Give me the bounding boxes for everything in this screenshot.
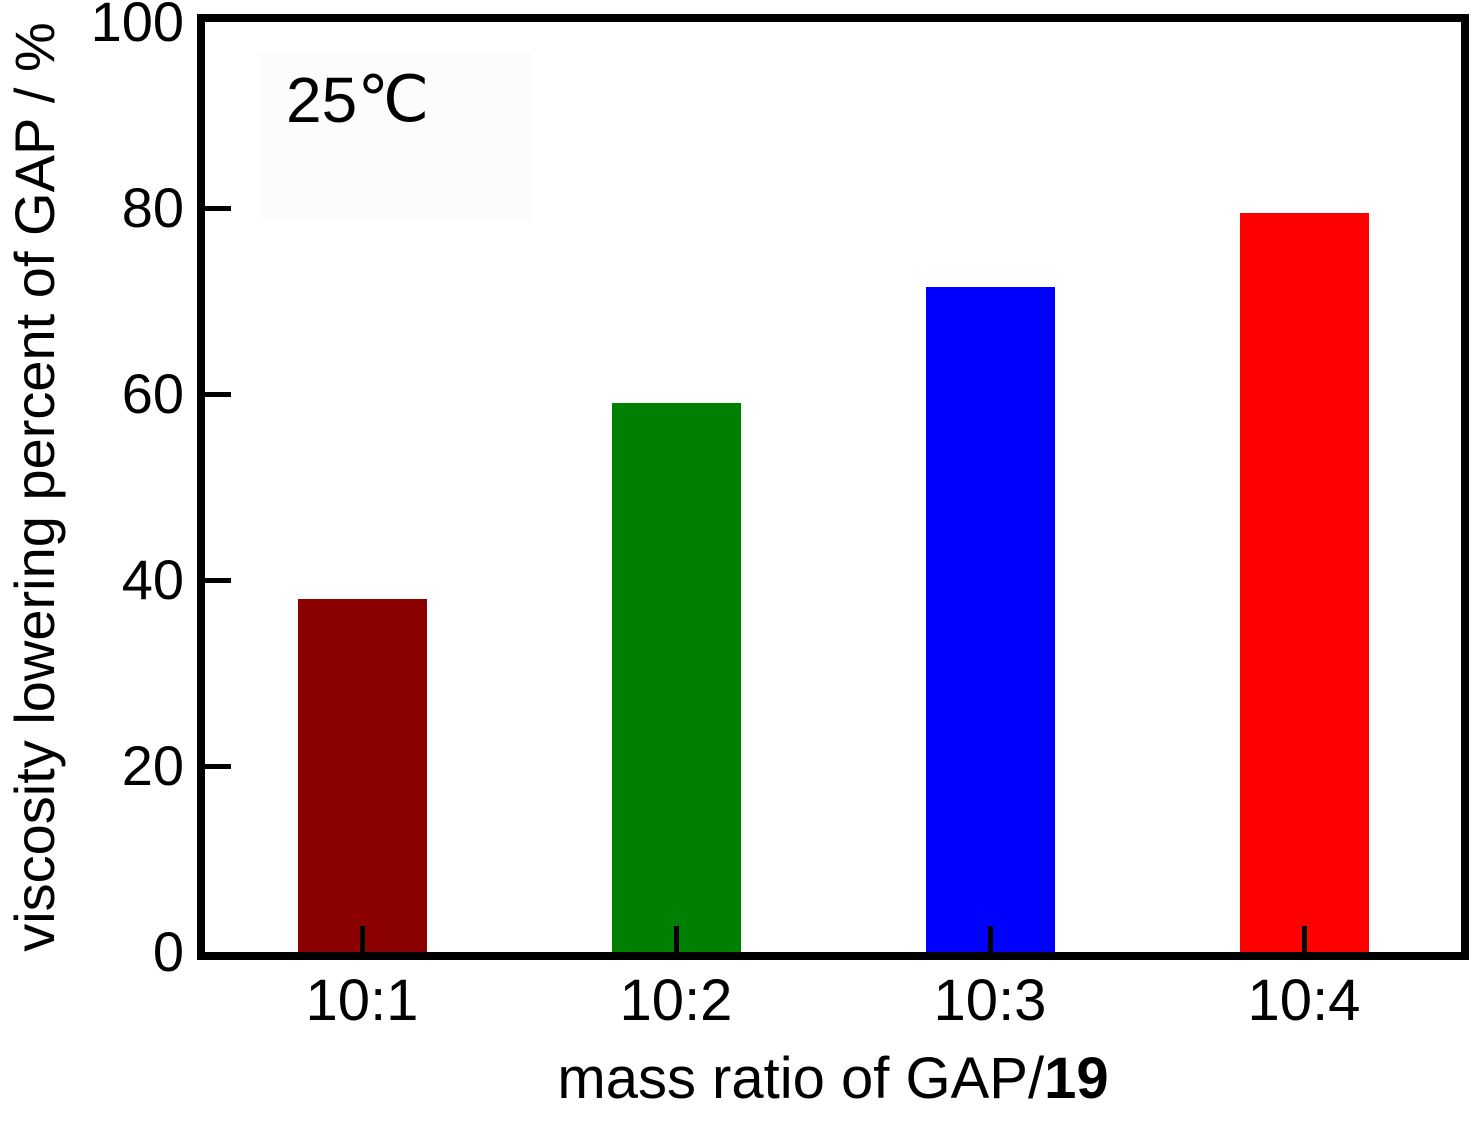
y-tick-60 bbox=[205, 391, 231, 397]
y-tick-label-20: 20 bbox=[121, 734, 184, 797]
y-tick-label-60: 60 bbox=[121, 362, 184, 425]
x-tick-10-3 bbox=[987, 926, 993, 952]
y-tick-80 bbox=[205, 205, 231, 211]
x-tick-10-2 bbox=[673, 926, 679, 952]
y-tick-label-40: 40 bbox=[121, 548, 184, 611]
bar-10-2 bbox=[611, 403, 741, 952]
plot-area: 25 ℃ bbox=[197, 14, 1469, 960]
bar-10-4 bbox=[1239, 212, 1369, 952]
y-tick-40 bbox=[205, 577, 231, 583]
x-tick-10-1 bbox=[359, 926, 365, 952]
x-axis-title-bold: 19 bbox=[1044, 1046, 1109, 1111]
x-tick-label-10-4: 10:4 bbox=[1247, 968, 1361, 1033]
x-tick-labels: 10:1 10:2 10:3 10:4 bbox=[205, 972, 1461, 1042]
annotation-temperature-value: 25 bbox=[286, 64, 358, 136]
bar-10-3 bbox=[925, 287, 1055, 952]
x-tick-label-10-1: 10:1 bbox=[305, 968, 419, 1033]
y-tick-labels: 0 20 40 60 80 100 bbox=[0, 0, 184, 980]
y-tick-label-0: 0 bbox=[152, 920, 184, 983]
y-tick-label-100: 100 bbox=[90, 0, 184, 53]
y-tick-label-80: 80 bbox=[121, 176, 184, 239]
temperature-annotation: 25 ℃ bbox=[258, 52, 531, 222]
x-tick-label-10-2: 10:2 bbox=[619, 968, 733, 1033]
x-tick-label-10-3: 10:3 bbox=[933, 968, 1047, 1033]
x-tick-10-4 bbox=[1301, 926, 1307, 952]
x-axis-title-regular: mass ratio of GAP/ bbox=[557, 1046, 1045, 1111]
bar-10-1 bbox=[297, 598, 427, 952]
y-tick-20 bbox=[205, 763, 231, 769]
annotation-temperature-unit: ℃ bbox=[357, 64, 430, 135]
x-axis-title: mass ratio of GAP/19 bbox=[205, 1050, 1461, 1108]
